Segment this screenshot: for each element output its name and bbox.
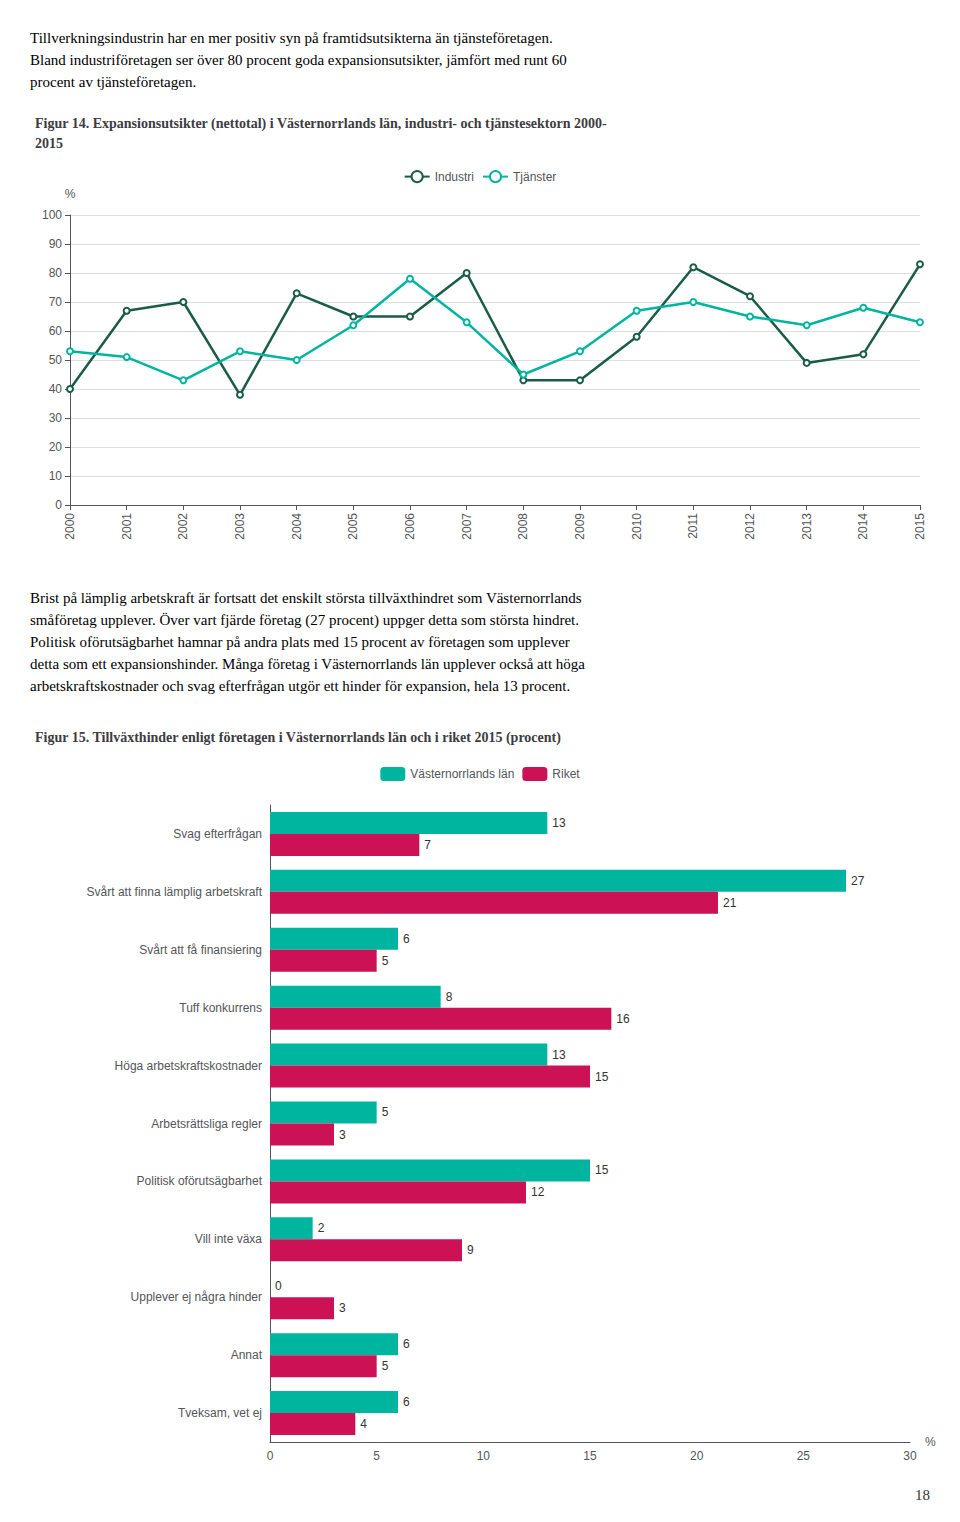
svg-text:5: 5: [382, 1105, 389, 1119]
svg-text:2002: 2002: [176, 513, 190, 540]
svg-text:5: 5: [373, 1449, 380, 1463]
svg-text:10: 10: [477, 1449, 491, 1463]
svg-text:procent av tjänsteföretagen.: procent av tjänsteföretagen.: [30, 74, 196, 90]
svg-text:5: 5: [382, 1359, 389, 1373]
svg-text:Västernorrlands län: Västernorrlands län: [410, 767, 514, 781]
svg-text:2014: 2014: [856, 513, 870, 540]
svg-text:arbetskraftskostnader och svag: arbetskraftskostnader och svag efterfråg…: [30, 678, 570, 694]
svg-text:100: 100: [42, 208, 62, 222]
svg-text:7: 7: [424, 838, 431, 852]
svg-text:21: 21: [723, 896, 737, 910]
svg-text:20: 20: [690, 1449, 704, 1463]
svg-text:2010: 2010: [630, 513, 644, 540]
svg-text:27: 27: [851, 874, 865, 888]
svg-text:Annat: Annat: [231, 1348, 263, 1362]
svg-text:2013: 2013: [800, 513, 814, 540]
svg-text:2000: 2000: [63, 513, 77, 540]
svg-text:70: 70: [49, 295, 63, 309]
svg-text:6: 6: [403, 932, 410, 946]
svg-text:8: 8: [446, 990, 453, 1004]
svg-text:10: 10: [49, 469, 63, 483]
svg-text:Brist på lämplig arbetskraft ä: Brist på lämplig arbetskraft är fortsatt…: [30, 590, 582, 606]
svg-text:6: 6: [403, 1337, 410, 1351]
svg-text:Figur 15. Tillväxthinder enlig: Figur 15. Tillväxthinder enligt företage…: [35, 730, 561, 746]
svg-text:Arbetsrättsliga regler: Arbetsrättsliga regler: [151, 1117, 262, 1131]
svg-text:15: 15: [595, 1163, 609, 1177]
svg-text:Svag efterfrågan: Svag efterfrågan: [173, 827, 262, 841]
svg-text:Svårt att få finansiering: Svårt att få finansiering: [139, 943, 262, 957]
svg-text:2003: 2003: [233, 513, 247, 540]
svg-text:2005: 2005: [346, 513, 360, 540]
svg-text:Bland industriföretagen ser öv: Bland industriföretagen ser över 80 proc…: [30, 52, 567, 68]
svg-text:Tveksam, vet ej: Tveksam, vet ej: [178, 1406, 262, 1420]
svg-text:Vill inte växa: Vill inte växa: [195, 1232, 262, 1246]
svg-text:småföretag upplever. Över vart: småföretag upplever. Över vart fjärde fö…: [30, 612, 579, 629]
svg-text:0: 0: [267, 1449, 274, 1463]
svg-text:Tuff konkurrens: Tuff konkurrens: [179, 1001, 262, 1015]
svg-text:detta som ett expansionshinder: detta som ett expansionshinder. Många fö…: [30, 656, 585, 672]
svg-text:2004: 2004: [290, 513, 304, 540]
svg-text:3: 3: [339, 1301, 346, 1315]
svg-text:50: 50: [49, 353, 63, 367]
svg-text:13: 13: [552, 1048, 566, 1062]
svg-text:9: 9: [467, 1243, 474, 1257]
svg-text:25: 25: [797, 1449, 811, 1463]
svg-text:0: 0: [275, 1279, 282, 1293]
svg-text:Tjänster: Tjänster: [513, 170, 556, 184]
svg-text:4: 4: [360, 1417, 367, 1431]
svg-text:2008: 2008: [516, 513, 530, 540]
svg-text:2006: 2006: [403, 513, 417, 540]
svg-text:2011: 2011: [686, 513, 700, 539]
svg-text:60: 60: [49, 324, 63, 338]
svg-text:15: 15: [595, 1070, 609, 1084]
svg-text:3: 3: [339, 1128, 346, 1142]
svg-text:Politisk oförutsägbarhet: Politisk oförutsägbarhet: [137, 1174, 263, 1188]
svg-text:Figur 14. Expansionsutsikter (: Figur 14. Expansionsutsikter (nettotal) …: [35, 116, 607, 132]
svg-text:Riket: Riket: [552, 767, 580, 781]
svg-text:0: 0: [55, 498, 62, 512]
svg-text:2007: 2007: [460, 513, 474, 540]
svg-text:Svårt att finna lämplig arbets: Svårt att finna lämplig arbetskraft: [87, 885, 263, 899]
svg-text:18: 18: [915, 1487, 930, 1503]
svg-text:90: 90: [49, 237, 63, 251]
svg-text:30: 30: [49, 411, 63, 425]
svg-text:80: 80: [49, 266, 63, 280]
svg-text:12: 12: [531, 1185, 545, 1199]
svg-text:15: 15: [583, 1449, 597, 1463]
svg-text:2: 2: [318, 1221, 325, 1235]
svg-text:Upplever ej några hinder: Upplever ej några hinder: [131, 1290, 262, 1304]
svg-text:2009: 2009: [573, 513, 587, 540]
svg-text:2015: 2015: [913, 513, 927, 540]
svg-text:Politisk oförutsägbarhet hamna: Politisk oförutsägbarhet hamnar på andra…: [30, 634, 570, 650]
svg-text:Höga arbetskraftskostnader: Höga arbetskraftskostnader: [115, 1059, 262, 1073]
svg-text:Industri: Industri: [435, 170, 474, 184]
svg-text:5: 5: [382, 954, 389, 968]
svg-text:16: 16: [616, 1012, 630, 1026]
svg-text:20: 20: [49, 440, 63, 454]
svg-text:40: 40: [49, 382, 63, 396]
svg-text:2001: 2001: [120, 513, 134, 540]
svg-text:2015: 2015: [35, 136, 63, 151]
svg-text:Tillverkningsindustrin har en: Tillverkningsindustrin har en mer positi…: [30, 30, 553, 46]
svg-text:30: 30: [903, 1449, 917, 1463]
svg-text:13: 13: [552, 816, 566, 830]
svg-text:%: %: [925, 1435, 936, 1449]
svg-text:%: %: [65, 187, 76, 201]
svg-text:2012: 2012: [743, 513, 757, 540]
svg-text:6: 6: [403, 1395, 410, 1409]
